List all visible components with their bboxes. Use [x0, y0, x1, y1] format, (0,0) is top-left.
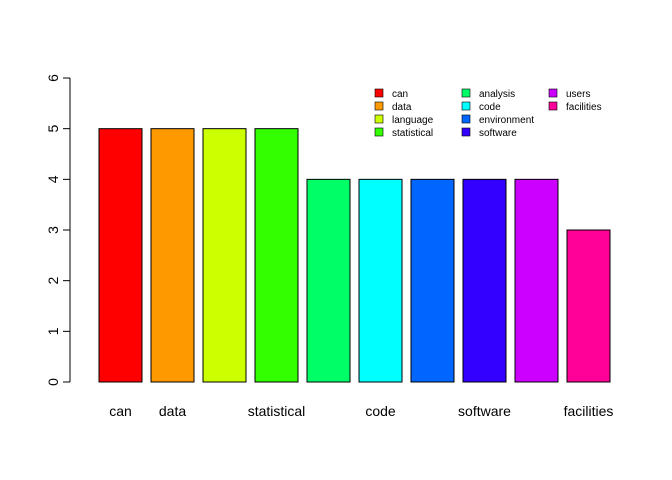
- x-label-data: data: [159, 403, 186, 419]
- legend-swatch-environment: [461, 114, 471, 124]
- legend-label-data: data: [392, 102, 412, 113]
- x-label-code: code: [365, 403, 396, 419]
- legend-label-environment: environment: [479, 115, 534, 126]
- legend-swatch-facilities: [548, 101, 558, 111]
- x-label-can: can: [109, 403, 132, 419]
- x-label-software: software: [458, 403, 511, 419]
- legend-label-statistical: statistical: [392, 128, 433, 139]
- y-tick-label: 0: [45, 378, 61, 386]
- bar-software: [462, 178, 507, 383]
- y-tick-label: 1: [45, 327, 61, 335]
- bar-facilities: [566, 229, 611, 383]
- legend-swatch-users: [548, 88, 558, 98]
- bar-code: [358, 178, 403, 383]
- bar-data: [150, 128, 195, 383]
- legend-swatch-code: [461, 101, 471, 111]
- legend-swatch-analysis: [461, 88, 471, 98]
- x-label-facilities: facilities: [564, 403, 614, 419]
- legend-swatch-language: [374, 114, 384, 124]
- x-axis-labels: can data statistical code software facilities: [109, 403, 613, 419]
- y-tick-label: 6: [45, 74, 61, 82]
- legend-swatch-can: [374, 88, 384, 98]
- bar-analysis: [306, 178, 351, 383]
- legend-label-facilities: facilities: [566, 102, 602, 113]
- bar-language: [202, 128, 247, 383]
- legend-label-code: code: [479, 102, 501, 113]
- legend-swatch-software: [461, 127, 471, 137]
- bars: [98, 128, 611, 383]
- y-tick-label: 4: [45, 175, 61, 183]
- legend-swatch-data: [374, 101, 384, 111]
- legend-label-language: language: [392, 115, 434, 126]
- y-tick-label: 5: [45, 125, 61, 133]
- bar-statistical: [254, 128, 299, 383]
- legend-label-analysis: analysis: [479, 89, 515, 100]
- legend: can data language statistical analysis code en…: [374, 88, 602, 139]
- legend-label-users: users: [566, 89, 590, 100]
- bar-environment: [410, 178, 455, 383]
- y-axis: 0 1 2 3 4 5 6: [45, 74, 71, 386]
- legend-swatch-statistical: [374, 127, 384, 137]
- legend-label-can: can: [392, 89, 408, 100]
- x-label-statistical: statistical: [248, 403, 306, 419]
- y-tick-label: 3: [45, 226, 61, 234]
- bar-can: [98, 128, 143, 383]
- legend-label-software: software: [479, 128, 517, 139]
- bar-users: [514, 178, 559, 383]
- y-tick-label: 2: [45, 277, 61, 285]
